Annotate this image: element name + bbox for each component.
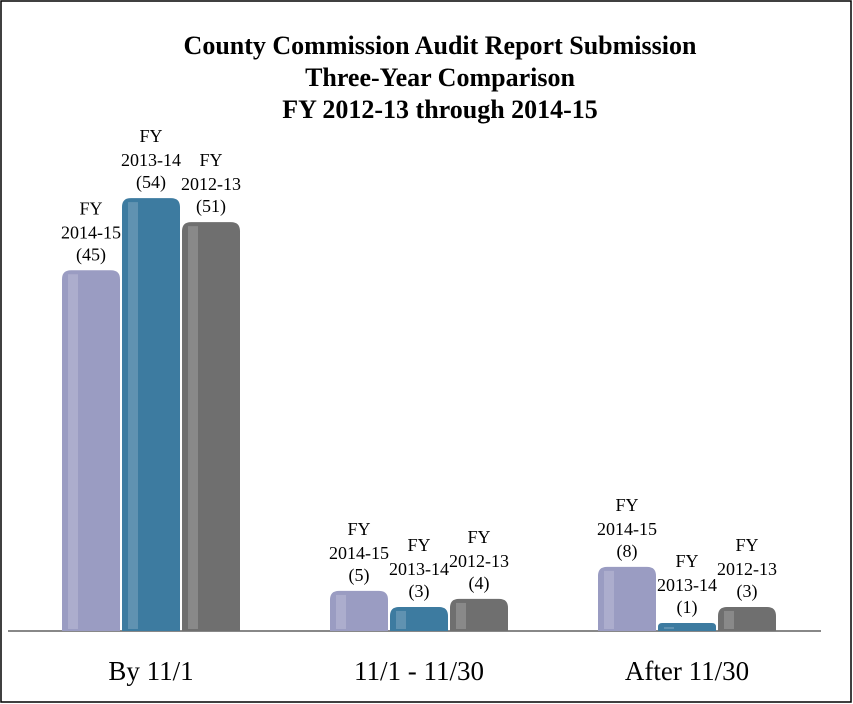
data-label: (4) bbox=[469, 573, 490, 594]
data-label-name: FY 2014-15 bbox=[329, 519, 389, 563]
data-label-name: FY 2012-13 bbox=[181, 150, 241, 194]
data-label: (51) bbox=[196, 196, 226, 217]
data-label-name: FY 2014-15 bbox=[61, 198, 121, 242]
bar-highlight bbox=[604, 570, 614, 629]
bar-highlight bbox=[336, 594, 346, 629]
bar bbox=[182, 222, 240, 631]
x-tick-label: 11/1 - 11/30 bbox=[354, 656, 484, 686]
chart-title: County Commission Audit Report Submissio… bbox=[184, 31, 697, 60]
data-label-name: FY 2012-13 bbox=[449, 527, 509, 571]
bar bbox=[658, 622, 716, 631]
x-tick-label: By 11/1 bbox=[108, 656, 193, 686]
chart-subtitle: Three-Year Comparison bbox=[305, 63, 575, 92]
bar bbox=[122, 198, 180, 631]
x-tick-label: After 11/30 bbox=[625, 656, 749, 686]
bar-highlight bbox=[396, 610, 406, 629]
data-label: (1) bbox=[677, 597, 698, 618]
bar bbox=[450, 598, 508, 631]
bar-highlight bbox=[724, 610, 734, 629]
bar-highlight bbox=[664, 626, 674, 629]
chart-subtitle: FY 2012-13 through 2014-15 bbox=[282, 95, 598, 124]
data-label: (3) bbox=[737, 581, 758, 602]
data-label: (54) bbox=[136, 172, 166, 193]
data-label-name: FY 2014-15 bbox=[597, 495, 657, 539]
bar-highlight bbox=[68, 274, 78, 629]
bar bbox=[330, 590, 388, 631]
data-label: (45) bbox=[76, 244, 106, 265]
bar bbox=[718, 606, 776, 631]
data-label-name: FY 2012-13 bbox=[717, 535, 777, 579]
data-label: (5) bbox=[349, 565, 370, 586]
bar-highlight bbox=[128, 202, 138, 629]
data-label-name: FY 2013-14 bbox=[657, 551, 717, 595]
data-label: (8) bbox=[617, 541, 638, 562]
bar-highlight bbox=[188, 226, 198, 629]
bar bbox=[390, 606, 448, 631]
bar-highlight bbox=[456, 602, 466, 629]
data-label-name: FY 2013-14 bbox=[389, 535, 449, 579]
bar bbox=[598, 566, 656, 631]
data-label: (3) bbox=[409, 581, 430, 602]
data-label-name: FY 2013-14 bbox=[121, 126, 181, 170]
bar bbox=[62, 270, 120, 631]
